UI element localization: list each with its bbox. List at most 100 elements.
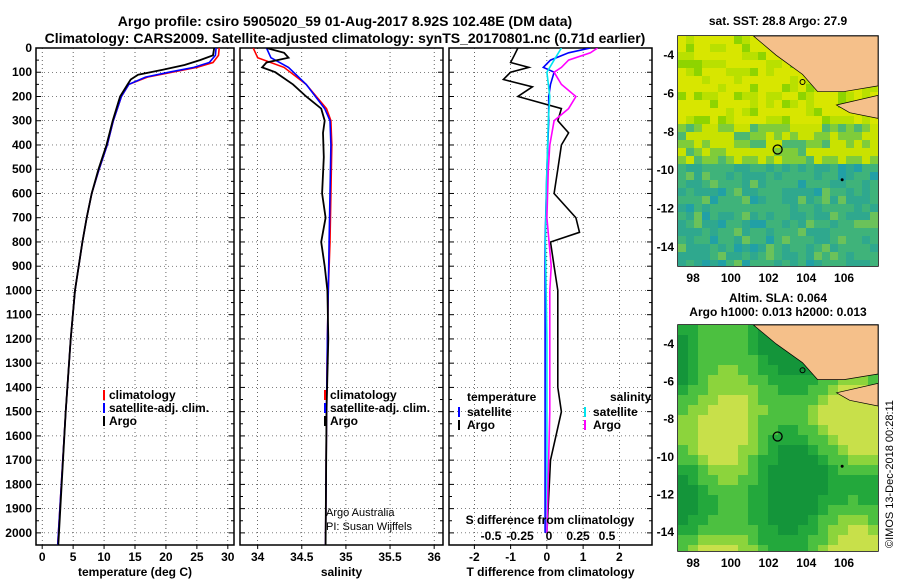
map-cell (778, 495, 788, 505)
map-cell (694, 100, 702, 108)
map-cell (726, 116, 734, 124)
map-cell (738, 455, 748, 465)
map-cell (734, 116, 742, 124)
map-cell (728, 355, 738, 365)
map-cell (678, 164, 686, 172)
y-tick-label: 1800 (5, 477, 32, 491)
map-cell (758, 525, 768, 535)
map-cell (718, 545, 728, 551)
map-cell (814, 140, 822, 148)
map-cell (750, 116, 758, 124)
map-cell (678, 525, 688, 535)
map-cell (798, 415, 808, 425)
map-cell (678, 465, 688, 475)
map-cell (870, 132, 878, 140)
land-mass (835, 383, 878, 407)
map-cell (686, 236, 694, 244)
map-cell (870, 140, 878, 148)
map-cell (686, 108, 694, 116)
map-cell (838, 535, 848, 545)
map-cell (734, 260, 742, 266)
map-cell (838, 405, 848, 415)
map-cell (798, 92, 806, 100)
map-cell (708, 495, 718, 505)
map-cell (758, 68, 766, 76)
map-cell (748, 545, 758, 551)
map-cell (798, 188, 806, 196)
map-cell (774, 236, 782, 244)
x-tick-label: 35 (339, 550, 353, 564)
map-cell (708, 415, 718, 425)
map-cell (738, 385, 748, 395)
map-cell (694, 36, 702, 44)
map-cell (702, 228, 710, 236)
y-tick-label: 700 (12, 211, 32, 225)
map-cell (798, 156, 806, 164)
map-cell (726, 252, 734, 260)
map-cell (788, 375, 798, 385)
map-cell (718, 260, 726, 266)
y-tick-label: 300 (12, 114, 32, 128)
map-cell (726, 212, 734, 220)
map-cell (858, 485, 868, 495)
map-cell (848, 435, 858, 445)
map-cell (678, 52, 686, 60)
map-cell (782, 236, 790, 244)
map-cell (798, 212, 806, 220)
map-cell (758, 84, 766, 92)
map-cell (828, 485, 838, 495)
map-cell (806, 196, 814, 204)
map-cell (854, 156, 862, 164)
map-y-tick-label: -14 (657, 525, 675, 539)
map-cell (798, 124, 806, 132)
map-cell (806, 164, 814, 172)
map-cell (838, 188, 846, 196)
map-cell (848, 475, 858, 485)
map-cell (854, 124, 862, 132)
map-cell (678, 116, 686, 124)
map-cell (738, 415, 748, 425)
legend-label: satellite (467, 405, 512, 419)
map-cell (688, 485, 698, 495)
map-cell (798, 220, 806, 228)
map-cell (790, 68, 798, 76)
map-cell (848, 415, 858, 425)
map-cell (870, 188, 878, 196)
map-cell (750, 188, 758, 196)
map-cell (806, 100, 814, 108)
map-cell (774, 92, 782, 100)
map-cell (686, 140, 694, 148)
y-tick-label: 800 (12, 235, 32, 249)
map-cell (758, 196, 766, 204)
map-cell (734, 196, 742, 204)
map-cell (698, 415, 708, 425)
map-cell (862, 116, 870, 124)
map-cell (838, 485, 848, 495)
map-y-tick-label: -12 (657, 202, 675, 216)
legend-label: climatology (109, 388, 176, 402)
map-cell (702, 244, 710, 252)
map-cell (758, 260, 766, 266)
x-tick-label: 10 (97, 550, 111, 564)
y-tick-label: 400 (12, 138, 32, 152)
map-cell (750, 172, 758, 180)
map-cell (846, 196, 854, 204)
map-cell (766, 156, 774, 164)
map-cell (710, 52, 718, 60)
map-cell (798, 140, 806, 148)
map-cell (678, 375, 688, 385)
map-cell (694, 244, 702, 252)
map-cell (868, 425, 878, 435)
map-cell (830, 108, 838, 116)
x-axis-label-top: S difference from climatology (466, 513, 635, 527)
map-cell (678, 445, 688, 455)
map-cell (838, 495, 848, 505)
y-tick-label: 1600 (5, 429, 32, 443)
map-cell (758, 505, 768, 515)
map-cell (742, 172, 750, 180)
map-cell (828, 535, 838, 545)
map-cell (782, 124, 790, 132)
map-cell (774, 116, 782, 124)
map-cell (838, 124, 846, 132)
map-cell (798, 405, 808, 415)
